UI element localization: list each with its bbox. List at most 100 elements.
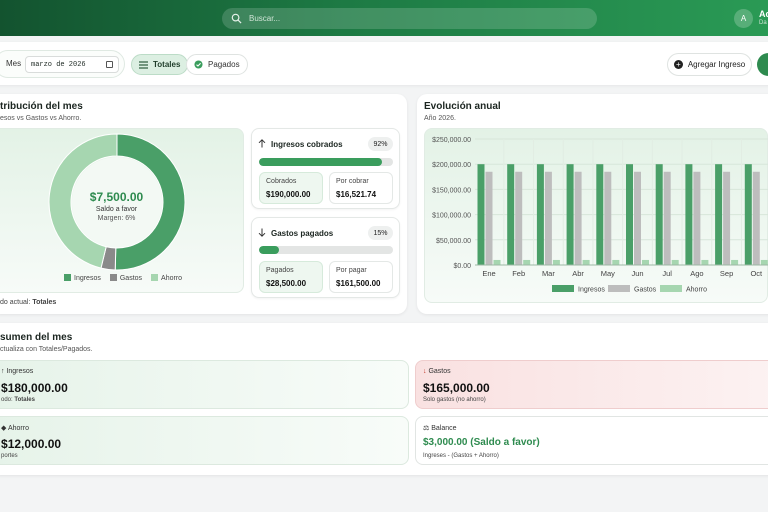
summary-title: sumen del mes	[0, 332, 73, 343]
summary-income-label: ↑ Ingresos	[1, 368, 34, 375]
paid-label: Pagados	[208, 60, 240, 69]
bar-ahorro-oct	[760, 259, 768, 265]
collected-box: Cobrados $190,000.00	[259, 172, 323, 204]
bar-gastos-mar	[544, 171, 552, 265]
bar-ingresos-feb	[507, 164, 515, 265]
to-collect-label: Por cobrar	[336, 178, 369, 185]
distribution-subtitle: esos vs Gastos vs Ahorro.	[0, 115, 82, 122]
totals-toggle-button[interactable]: Totales	[131, 54, 189, 75]
to-pay-box: Por pagar $161,500.00	[329, 261, 393, 293]
summary-balance-note: Ingreses - (Gastos + Ahorro)	[423, 453, 499, 459]
bar-gastos-oct	[752, 171, 760, 265]
totals-label: Totales	[153, 60, 181, 69]
summary-expenses-value: $165,000.00	[423, 381, 490, 395]
check-circle-icon	[194, 60, 203, 69]
bar-ingresos-abr	[566, 164, 574, 265]
legend-item-gastos: Gastos	[109, 274, 142, 282]
bar-ahorro-mar	[552, 259, 560, 265]
summary-balance-box: ⚖ Balance $3,000.00 (Saldo a favor) Ingr…	[415, 416, 768, 465]
distribution-donut-chart	[48, 133, 186, 271]
summary-savings-label: ◆ Ahorro	[1, 425, 29, 432]
x-tick-label: May	[601, 269, 615, 278]
bar-ahorro-jun	[642, 259, 649, 265]
paid-expenses-card: Gastos pagados 15% Pagados $28,500.00 Po…	[251, 217, 400, 298]
paid-progress-fill	[259, 246, 280, 254]
summary-income-value: $180,000.00	[1, 381, 68, 395]
donut-center-label: Saldo a favor	[95, 206, 138, 213]
to-pay-value: $161,500.00	[336, 279, 381, 288]
donut-center-value: $7,500.00	[89, 190, 144, 204]
collected-progress-fill	[259, 158, 383, 166]
x-tick-label: Mar	[542, 269, 555, 278]
user-subtitle: Da	[759, 20, 767, 26]
user-name[interactable]: Ac	[759, 9, 768, 19]
collected-income-title: Ingresos cobrados	[271, 140, 343, 149]
collected-income-card: Ingresos cobrados 92% Cobrados $190,000.…	[251, 128, 400, 209]
x-tick-label: Jul	[662, 269, 672, 278]
bar-gastos-ago	[693, 171, 701, 265]
summary-expenses-label: ↓ Gastos	[423, 368, 451, 375]
summary-subtitle: ctualiza con Totales/Pagados.	[0, 346, 93, 353]
bar-gastos-ene	[485, 171, 493, 265]
summary-savings-value: $12,000.00	[1, 437, 62, 451]
piggy-icon: ◆	[1, 425, 7, 432]
legend-item-ahorro: Ahorro	[151, 274, 182, 282]
donut-slice-ingresos	[114, 133, 186, 271]
summary-savings-box: ◆ Ahorro $12,000.00 portes	[0, 416, 409, 465]
x-tick-label: Oct	[750, 269, 763, 278]
bar-ahorro-ago	[701, 259, 709, 265]
legend-swatch-ahorro	[660, 285, 682, 292]
bar-gastos-abr	[574, 171, 582, 265]
paid-box: Pagados $28,500.00	[259, 261, 323, 293]
top-navbar: A Ac Da	[0, 0, 768, 36]
bar-ingresos-jun	[626, 164, 633, 265]
plus-icon: +	[673, 60, 683, 69]
calendar-icon[interactable]	[106, 61, 113, 68]
donut-hole	[72, 157, 162, 247]
donut-margin-label: Margen: 6%	[97, 215, 136, 222]
x-tick-label: Sep	[720, 269, 733, 278]
y-tick-label: $150,000.00	[432, 187, 471, 194]
month-date-input[interactable]: marzo de 2026	[25, 56, 119, 73]
x-tick-label: Ene	[482, 269, 495, 278]
legend-label-ahorro: Ahorro	[686, 287, 707, 294]
y-tick-label: $0.00	[453, 263, 471, 270]
bar-gastos-jul	[663, 171, 671, 265]
bar-gastos-feb	[515, 171, 523, 265]
paid-toggle-button[interactable]: Pagados	[186, 54, 248, 75]
add-income-button[interactable]: + Agregar Ingreso	[667, 53, 752, 76]
y-tick-label: $50,000.00	[436, 238, 471, 245]
summary-balance-value: $3,000.00 (Saldo a favor)	[423, 437, 540, 448]
paid-label: Pagados	[266, 267, 294, 274]
add-expense-button[interactable]	[757, 53, 768, 76]
paid-value: $28,500.00	[266, 279, 307, 288]
search-input[interactable]	[249, 14, 549, 23]
month-value: marzo de 2026	[31, 60, 86, 69]
user-avatar[interactable]: A	[734, 9, 753, 28]
distribution-title: tribución del mes	[0, 101, 83, 112]
collected-progress-track	[259, 158, 393, 166]
y-tick-label: $200,000.00	[432, 162, 471, 169]
bar-ingresos-mar	[536, 164, 544, 265]
legend-swatch-ingresos	[552, 285, 574, 292]
legend-item-ingresos: Ingresos	[64, 274, 101, 282]
to-collect-value: $16,521.74	[336, 190, 377, 199]
bar-ahorro-ene	[493, 259, 501, 265]
x-tick-label: Jun	[631, 269, 643, 278]
search-bar[interactable]	[222, 8, 597, 29]
summary-income-note: odo: Totales	[1, 397, 35, 403]
paid-progress-track	[259, 246, 393, 254]
summary-expenses-box: ↓ Gastos $165,000.00 Solo gastos (no aho…	[415, 360, 768, 409]
search-icon	[231, 13, 242, 24]
legend-swatch-gastos	[608, 285, 630, 292]
legend-label-ingresos: Ingresos	[578, 287, 605, 294]
annual-bar-chart: $0.00 $50,000.00 $100,000.00 $150,000.00 $20…	[432, 137, 768, 294]
bar-ahorro-sep	[731, 259, 739, 265]
donut-slice-ahorro	[48, 133, 118, 269]
list-icon	[139, 60, 148, 69]
bar-ingresos-ago	[685, 164, 693, 265]
bar-ahorro-jul	[671, 259, 679, 265]
y-tick-label: $100,000.00	[432, 213, 471, 220]
arrow-down-icon	[258, 228, 266, 237]
bar-ingresos-jul	[655, 164, 663, 265]
